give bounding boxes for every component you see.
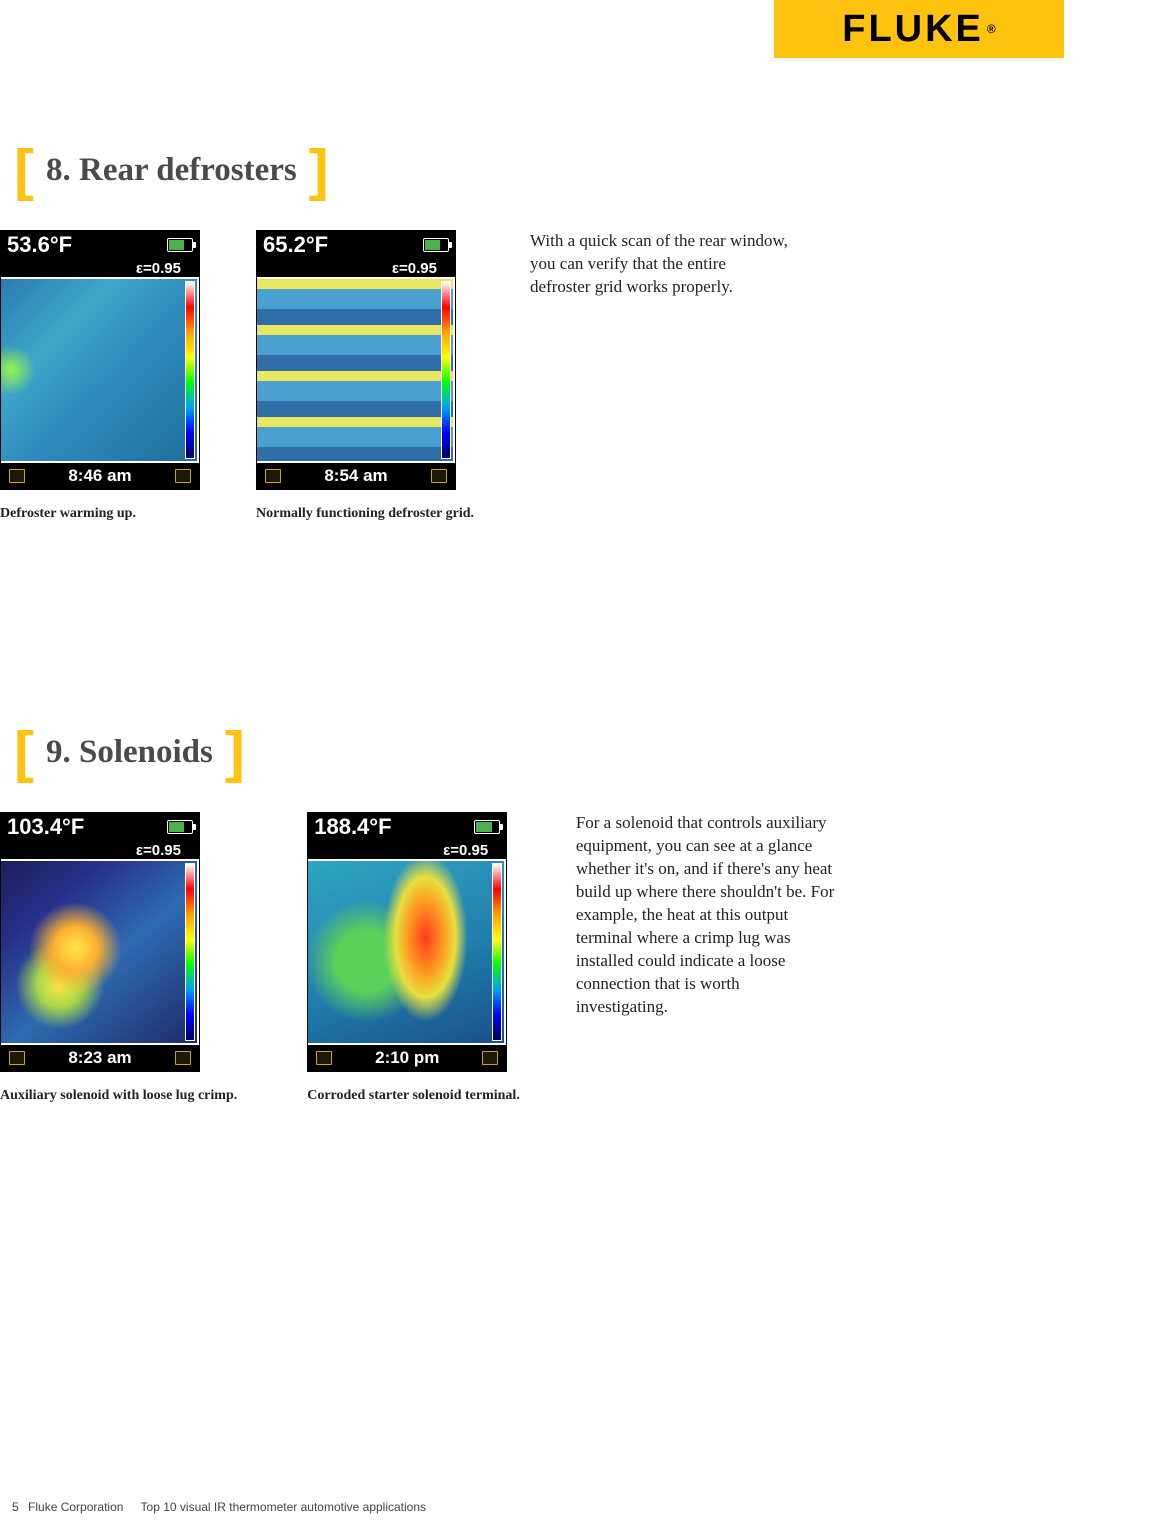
thermal-image (1, 277, 199, 463)
color-palette-icon (185, 281, 195, 459)
emissivity-value: ε=0.95 (1, 259, 199, 277)
timestamp: 2:10 pm (375, 1048, 439, 1068)
sd-icon (175, 469, 191, 483)
image-caption: Auxiliary solenoid with loose lug crimp. (0, 1088, 237, 1104)
memory-icon (9, 469, 25, 483)
color-palette-icon (441, 281, 451, 459)
image-caption: Normally functioning defroster grid. (256, 506, 474, 522)
page-footer: 5 Fluke Corporation Top 10 visual IR the… (12, 1500, 426, 1514)
thermal-display: 65.2°F ε=0.95 8:54 am (256, 230, 456, 490)
bracket-right-icon: ] (309, 142, 329, 199)
section-copy: With a quick scan of the rear window, yo… (530, 230, 790, 299)
temperature-value: 53.6°F (7, 232, 72, 258)
battery-fill (476, 822, 491, 832)
temperature-value: 103.4°F (7, 814, 84, 840)
bracket-left-icon: [ (14, 724, 34, 781)
battery-icon (167, 820, 193, 834)
page-number: 5 (12, 1500, 19, 1514)
image-caption: Corroded starter solenoid terminal. (307, 1088, 520, 1104)
thermal-image (1, 859, 199, 1045)
timestamp: 8:46 am (68, 466, 131, 486)
thermal-unit: 53.6°F ε=0.95 8:46 am Defroster warming … (0, 230, 200, 522)
brand-banner: FLUKE ® (774, 0, 1064, 58)
thermal-display: 53.6°F ε=0.95 8:46 am (0, 230, 200, 490)
temperature-value: 188.4°F (314, 814, 391, 840)
emissivity-value: ε=0.95 (1, 841, 199, 859)
battery-fill (169, 240, 184, 250)
timestamp: 8:54 am (324, 466, 387, 486)
thermal-unit: 188.4°F ε=0.95 2:10 pm Corroded starter … (307, 812, 520, 1104)
bracket-left-icon: [ (14, 142, 34, 199)
battery-fill (169, 822, 184, 832)
thermal-unit: 103.4°F ε=0.95 8:23 am Auxiliary solenoi… (0, 812, 237, 1104)
battery-icon (167, 238, 193, 252)
battery-icon (474, 820, 500, 834)
section-solenoids: [ 9. Solenoids ] 103.4°F ε=0.95 8:23 am (0, 722, 1164, 1104)
brand-registered: ® (987, 22, 996, 36)
battery-fill (425, 240, 440, 250)
sd-icon (482, 1051, 498, 1065)
heading-wrap: [ 8. Rear defrosters ] (14, 140, 1164, 200)
memory-icon (316, 1051, 332, 1065)
color-palette-icon (185, 863, 195, 1041)
section-copy: For a solenoid that controls auxiliary e… (576, 812, 836, 1018)
footer-title: Top 10 visual IR thermometer automotive … (141, 1500, 426, 1514)
thermal-unit: 65.2°F ε=0.95 8:54 am Normally functioni… (256, 230, 474, 522)
memory-icon (265, 469, 281, 483)
brand-name: FLUKE (842, 8, 984, 51)
temperature-value: 65.2°F (263, 232, 328, 258)
memory-icon (9, 1051, 25, 1065)
section-rear-defrosters: [ 8. Rear defrosters ] 53.6°F ε=0.95 8:4… (0, 140, 1164, 522)
thermal-image (257, 277, 455, 463)
section-title: 9. Solenoids (46, 734, 213, 771)
battery-icon (423, 238, 449, 252)
thermal-display: 188.4°F ε=0.95 2:10 pm (307, 812, 507, 1072)
emissivity-value: ε=0.95 (308, 841, 506, 859)
color-palette-icon (492, 863, 502, 1041)
emissivity-value: ε=0.95 (257, 259, 455, 277)
thermal-image (308, 859, 506, 1045)
sd-icon (431, 469, 447, 483)
section-title: 8. Rear defrosters (46, 152, 297, 189)
footer-corp: Fluke Corporation (28, 1500, 123, 1514)
timestamp: 8:23 am (68, 1048, 131, 1068)
heading-wrap: [ 9. Solenoids ] (14, 722, 1164, 782)
sd-icon (175, 1051, 191, 1065)
thermal-display: 103.4°F ε=0.95 8:23 am (0, 812, 200, 1072)
image-caption: Defroster warming up. (0, 506, 200, 522)
bracket-right-icon: ] (225, 724, 245, 781)
